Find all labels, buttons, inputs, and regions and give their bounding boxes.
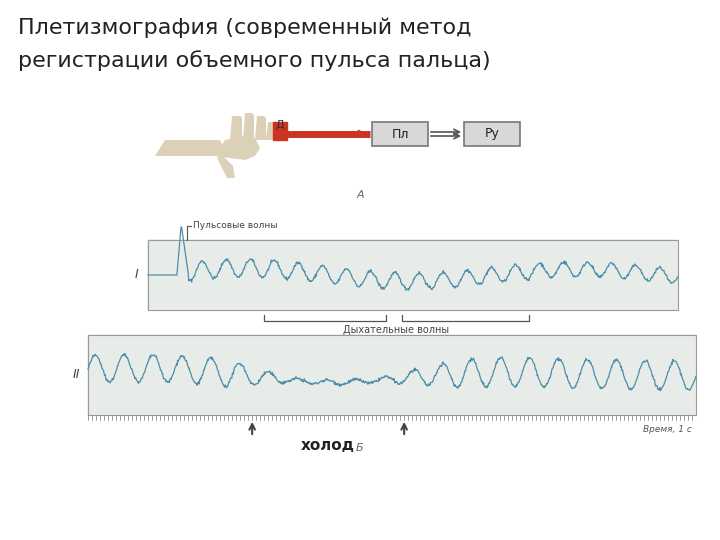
Polygon shape (155, 140, 225, 156)
Text: Дыхательные волны: Дыхательные волны (343, 325, 449, 335)
Bar (372, 122, 428, 146)
Polygon shape (215, 136, 260, 160)
Text: холод: холод (301, 438, 355, 453)
Bar (88, 335, 696, 415)
Polygon shape (217, 153, 235, 178)
Text: II: II (73, 368, 80, 381)
Polygon shape (230, 116, 242, 140)
Text: I: I (134, 268, 138, 281)
Polygon shape (273, 122, 287, 140)
Text: Пл: Пл (391, 127, 409, 140)
Bar (464, 122, 520, 146)
Text: Д: Д (276, 120, 284, 130)
Text: Время, 1 с: Время, 1 с (643, 425, 692, 434)
Text: регистрации объемного пульса пальца): регистрации объемного пульса пальца) (18, 50, 490, 71)
Text: Б: Б (356, 443, 364, 453)
Text: Пульсовые волны: Пульсовые волны (193, 221, 277, 231)
Text: Плетизмография (современный метод: Плетизмография (современный метод (18, 18, 472, 38)
Text: Ру: Ру (485, 127, 500, 140)
Text: А: А (356, 190, 364, 200)
Polygon shape (266, 122, 276, 140)
Bar (148, 240, 678, 310)
Polygon shape (255, 116, 266, 140)
Polygon shape (243, 113, 254, 140)
